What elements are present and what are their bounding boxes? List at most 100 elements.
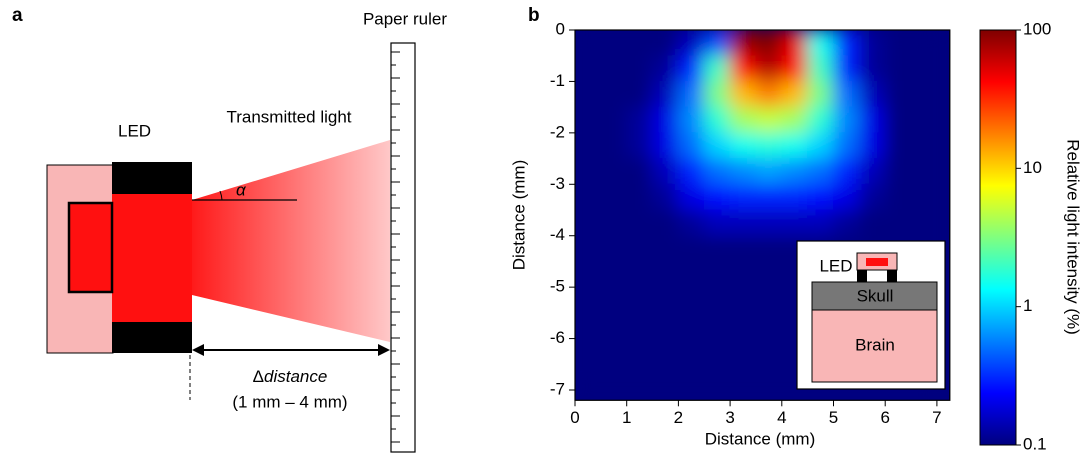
heatmap-cell: [652, 260, 679, 288]
heatmap-cell: [626, 106, 654, 134]
heatmap-cell: [910, 55, 938, 82]
heatmap-cell: [600, 363, 628, 391]
heatmap-cell: [575, 106, 602, 134]
heatmap-cell: [781, 158, 809, 185]
x-tick-label: 7: [932, 408, 941, 427]
heatmap-cell: [755, 132, 783, 160]
y-tick-label: -2: [550, 122, 565, 141]
colorbar-tick-label: 0.1: [1023, 434, 1047, 453]
heatmap-cell: [807, 132, 834, 160]
heatmap-cell: [729, 235, 757, 262]
heatmap-cell: [626, 183, 654, 211]
x-tick-label: 6: [880, 408, 889, 427]
heatmap-cell: [833, 55, 860, 82]
heatmap-cell: [755, 286, 783, 314]
heatmap-cell: [781, 132, 809, 160]
distance-range: (1 mm – 4 mm): [232, 392, 347, 411]
heatmap-cell: [677, 132, 705, 160]
heatmap-cell: [677, 80, 705, 108]
heatmap-cell: [626, 363, 654, 391]
heatmap-cell: [626, 312, 654, 340]
transmitted-light-label: Transmitted light: [226, 107, 351, 126]
y-tick-label: -7: [550, 379, 565, 398]
y-tick-label: -3: [550, 174, 565, 193]
x-tick-label: 5: [829, 408, 838, 427]
y-tick-label: 0: [556, 19, 565, 38]
heatmap-cell: [600, 55, 628, 82]
heatmap-cell: [781, 183, 809, 211]
heatmap-cell: [677, 209, 705, 237]
heatmap-cell: [807, 183, 834, 211]
heatmap-cell: [703, 338, 731, 365]
y-axis-label: Distance (mm): [509, 160, 528, 271]
heatmap-cell: [755, 30, 783, 57]
led-chip: [67, 201, 114, 294]
distance-label: Δdistance: [253, 367, 328, 386]
axes: 0 1 2 3 4 5 6 7 0 -1 -2 -3 -4 -5 -6 -7: [550, 19, 951, 427]
heatmap-cell: [652, 30, 679, 57]
heatmap-cell: [677, 158, 705, 185]
colorbar-ticks: 0.1 1 10 100: [1016, 19, 1051, 453]
heatmap-cell: [626, 80, 654, 108]
heatmap-cell: [884, 55, 912, 82]
heatmap-cell: [703, 30, 731, 57]
heatmap-cell: [626, 132, 654, 160]
heatmap-cell: [781, 55, 809, 82]
x-tick-label: 1: [622, 408, 631, 427]
heatmap-cell: [858, 106, 886, 134]
heatmap-cell: [626, 30, 654, 57]
heatmap-cell: [600, 80, 628, 108]
heatmap-cell: [652, 235, 679, 262]
heatmap-cell: [884, 132, 912, 160]
heatmap-cell: [884, 183, 912, 211]
delta: Δ: [253, 367, 264, 386]
arrow-head: [378, 344, 390, 356]
heatmap-cell: [884, 209, 912, 237]
heatmap: [575, 30, 938, 391]
heatmap-cell: [755, 312, 783, 340]
colorbar-tick-label: 100: [1023, 19, 1051, 38]
heatmap-cell: [677, 55, 705, 82]
y-tick-label: -4: [550, 225, 565, 244]
heatmap-cell: [833, 209, 860, 237]
heatmap-cell: [755, 338, 783, 365]
heatmap-cell: [600, 106, 628, 134]
heatmap-cell: [652, 363, 679, 391]
heatmap-cell: [729, 80, 757, 108]
paper-ruler-label: Paper ruler: [363, 9, 447, 28]
heatmap-cell: [833, 80, 860, 108]
heatmap-cell: [575, 209, 602, 237]
heatmap-cell: [910, 106, 938, 134]
y-tick-label: -5: [550, 277, 565, 296]
heatmap-cell: [575, 312, 602, 340]
heatmap-cell: [858, 30, 886, 57]
heatmap-cell: [703, 286, 731, 314]
heatmap-cell: [575, 55, 602, 82]
heatmap-cell: [755, 106, 783, 134]
inset-led-chip: [866, 258, 888, 266]
heatmap-cell: [600, 132, 628, 160]
heatmap-cell: [652, 286, 679, 314]
heatmap-cell: [833, 158, 860, 185]
heatmap-cell: [755, 183, 783, 211]
heatmap-cell: [652, 338, 679, 365]
heatmap-cell: [703, 363, 731, 391]
heatmap-cell: [652, 158, 679, 185]
heatmap-cell: [600, 260, 628, 288]
heatmap-cell: [729, 260, 757, 288]
heatmap-cell: [755, 55, 783, 82]
heatmap-cell: [833, 132, 860, 160]
heatmap-cell: [677, 363, 705, 391]
heatmap-cell: [807, 30, 834, 57]
distance-word: distance: [264, 367, 327, 386]
heatmap-cell: [833, 30, 860, 57]
heatmap-cell: [755, 158, 783, 185]
heatmap-cell: [910, 209, 938, 237]
heatmap-cell: [575, 80, 602, 108]
heatmap-cell: [703, 106, 731, 134]
heatmap-cell: [575, 158, 602, 185]
heatmap-cell: [755, 363, 783, 391]
heatmap-cell: [703, 132, 731, 160]
heatmap-cell: [910, 158, 938, 185]
heatmap-cell: [910, 132, 938, 160]
